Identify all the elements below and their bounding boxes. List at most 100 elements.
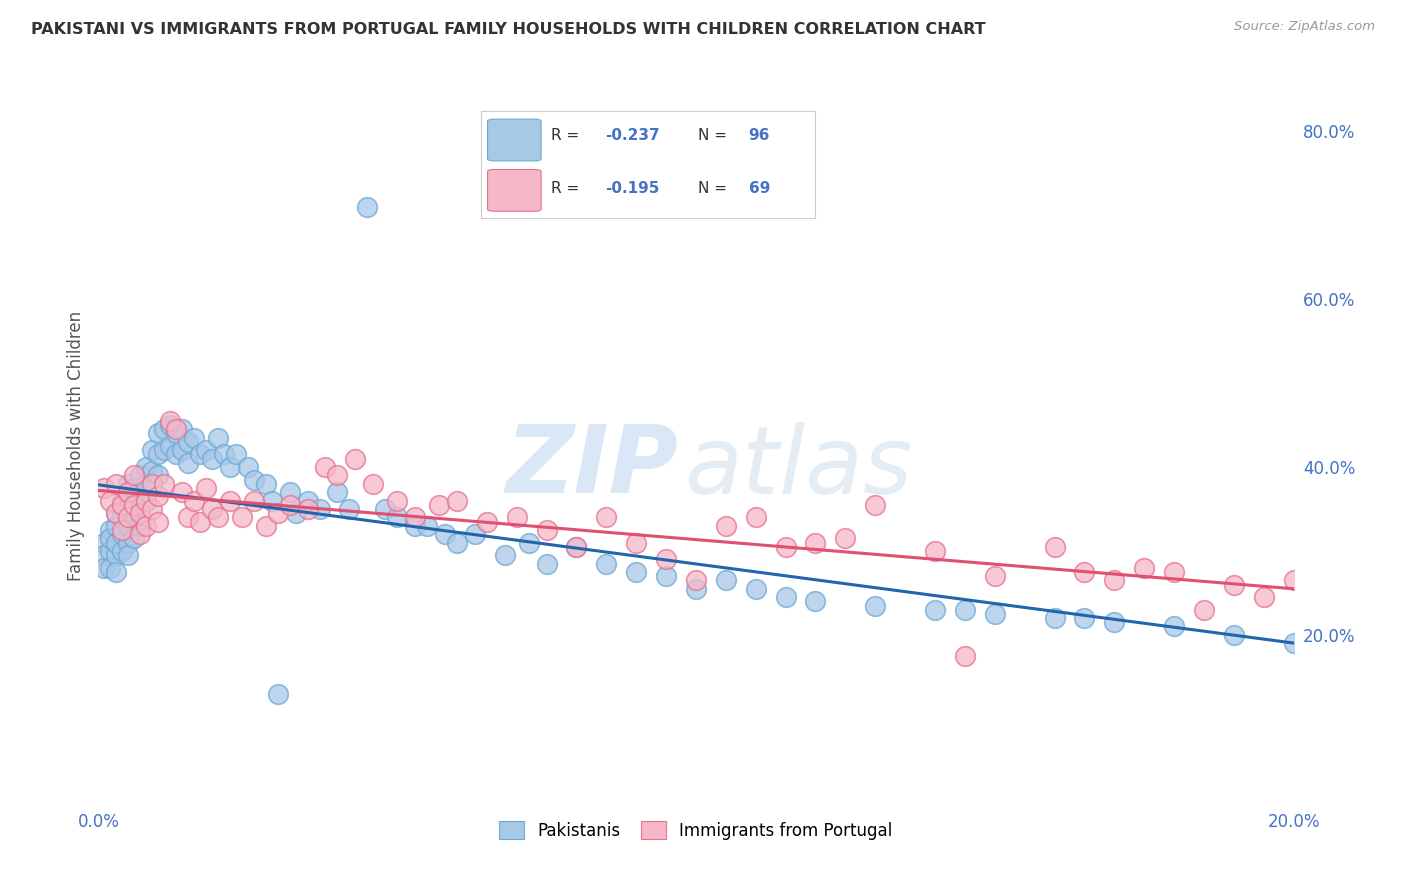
Legend: Pakistanis, Immigrants from Portugal: Pakistanis, Immigrants from Portugal — [491, 814, 901, 848]
Text: atlas: atlas — [685, 422, 912, 513]
Point — [124, 510, 146, 524]
Point — [172, 485, 194, 500]
Point — [111, 544, 134, 558]
Point — [1223, 628, 1246, 642]
Point — [475, 515, 498, 529]
Point — [219, 460, 242, 475]
Point — [655, 569, 678, 583]
Point — [141, 464, 163, 478]
Point — [195, 481, 218, 495]
Point — [98, 493, 122, 508]
Point — [188, 447, 211, 461]
Point — [93, 548, 115, 562]
Point — [434, 527, 457, 541]
Point — [1073, 611, 1095, 625]
Point — [98, 560, 122, 574]
Point — [105, 518, 128, 533]
Point — [339, 502, 361, 516]
Point — [195, 443, 218, 458]
Point — [141, 502, 163, 516]
Point — [135, 460, 157, 475]
Point — [1253, 590, 1275, 604]
Point — [219, 493, 242, 508]
Point — [356, 200, 378, 214]
Point — [446, 535, 468, 549]
Point — [129, 485, 152, 500]
Point — [153, 443, 176, 458]
Point — [953, 648, 976, 663]
Point — [626, 565, 648, 579]
Point — [141, 443, 163, 458]
Point — [326, 485, 349, 500]
Point — [494, 548, 516, 562]
Point — [129, 518, 152, 533]
Point — [231, 510, 253, 524]
Point — [385, 493, 409, 508]
Point — [595, 557, 617, 571]
Point — [225, 447, 247, 461]
Point — [105, 476, 128, 491]
Point — [1104, 574, 1126, 588]
Point — [129, 468, 152, 483]
Point — [188, 515, 211, 529]
Point — [172, 443, 194, 458]
Point — [1192, 603, 1215, 617]
Point — [1223, 577, 1246, 591]
Point — [775, 590, 797, 604]
Point — [536, 523, 558, 537]
Point — [177, 510, 200, 524]
Point — [153, 422, 176, 436]
Point — [98, 532, 122, 546]
Point — [129, 527, 152, 541]
Point — [254, 476, 277, 491]
Point — [1163, 619, 1185, 633]
Text: ZIP: ZIP — [505, 421, 678, 514]
Point — [1163, 565, 1185, 579]
Point — [714, 518, 737, 533]
Point — [416, 518, 439, 533]
Point — [865, 599, 887, 613]
Point — [278, 485, 301, 500]
Point — [135, 518, 157, 533]
Point — [124, 468, 146, 483]
Point — [1073, 565, 1095, 579]
Point — [297, 493, 319, 508]
Point — [565, 540, 588, 554]
Point — [124, 498, 146, 512]
Point — [984, 569, 1007, 583]
Point — [308, 502, 330, 516]
Point — [105, 535, 128, 549]
Point — [714, 574, 737, 588]
Point — [148, 468, 170, 483]
Point — [117, 548, 139, 562]
Point — [1282, 574, 1305, 588]
Point — [111, 527, 134, 541]
Point — [834, 532, 856, 546]
Point — [111, 493, 134, 508]
Point — [1043, 540, 1066, 554]
Point — [135, 476, 157, 491]
Point — [159, 417, 181, 432]
Point — [243, 473, 266, 487]
Point — [1133, 560, 1156, 574]
Point — [626, 535, 648, 549]
Point — [159, 414, 181, 428]
Point — [135, 493, 157, 508]
Point — [165, 426, 187, 441]
Point — [267, 687, 290, 701]
Point — [177, 434, 200, 449]
Point — [207, 431, 229, 445]
Point — [111, 510, 134, 524]
Point — [141, 476, 163, 491]
Point — [685, 574, 707, 588]
Point — [93, 560, 115, 574]
Point — [105, 565, 128, 579]
Point — [117, 502, 139, 516]
Point — [865, 498, 887, 512]
Point — [124, 498, 146, 512]
Point — [111, 498, 134, 512]
Point — [745, 510, 768, 524]
Point — [984, 607, 1007, 621]
Point — [93, 481, 115, 495]
Point — [1043, 611, 1066, 625]
